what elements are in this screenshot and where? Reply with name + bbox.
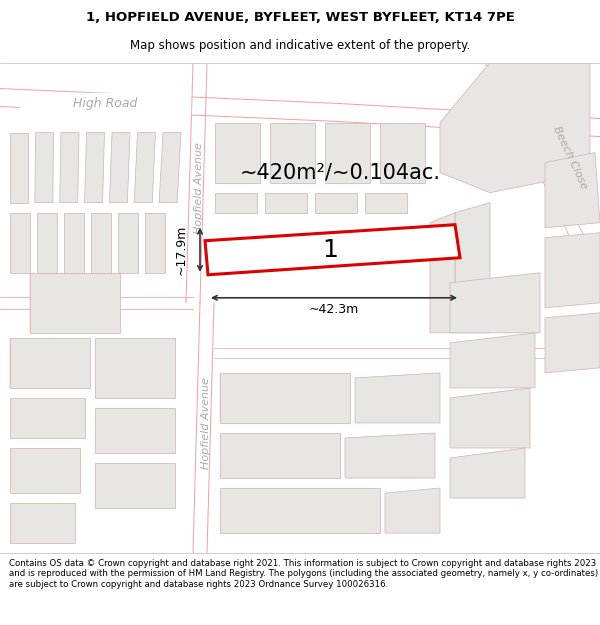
Polygon shape — [315, 192, 357, 213]
Polygon shape — [95, 463, 175, 508]
Polygon shape — [10, 448, 80, 493]
Polygon shape — [430, 213, 455, 333]
Polygon shape — [10, 338, 90, 388]
Polygon shape — [64, 213, 84, 272]
Text: 1: 1 — [322, 238, 338, 262]
Polygon shape — [355, 373, 440, 423]
Polygon shape — [380, 122, 425, 182]
Polygon shape — [385, 488, 440, 533]
Polygon shape — [450, 388, 530, 448]
Polygon shape — [37, 213, 57, 272]
Polygon shape — [365, 192, 407, 213]
Polygon shape — [545, 152, 600, 228]
Polygon shape — [220, 488, 380, 533]
Polygon shape — [10, 398, 85, 438]
Polygon shape — [220, 433, 340, 478]
Polygon shape — [220, 373, 350, 423]
Polygon shape — [95, 338, 175, 398]
Text: Map shows position and indicative extent of the property.: Map shows position and indicative extent… — [130, 39, 470, 51]
Polygon shape — [345, 433, 435, 478]
Polygon shape — [134, 132, 155, 202]
Polygon shape — [450, 272, 540, 333]
Polygon shape — [450, 448, 525, 498]
Polygon shape — [545, 232, 600, 308]
Polygon shape — [10, 132, 28, 202]
Text: ~420m²/~0.104ac.: ~420m²/~0.104ac. — [239, 162, 440, 182]
Polygon shape — [60, 132, 79, 202]
Polygon shape — [265, 192, 307, 213]
Polygon shape — [145, 213, 165, 272]
Polygon shape — [270, 122, 315, 182]
Polygon shape — [215, 192, 257, 213]
Polygon shape — [450, 333, 535, 388]
Polygon shape — [109, 132, 130, 202]
Polygon shape — [215, 122, 260, 182]
Polygon shape — [35, 132, 53, 202]
Text: Hopfield Avenue: Hopfield Avenue — [194, 142, 204, 234]
Polygon shape — [159, 132, 181, 202]
Text: High Road: High Road — [73, 97, 137, 110]
Text: ~42.3m: ~42.3m — [309, 303, 359, 316]
Polygon shape — [205, 225, 460, 275]
Polygon shape — [10, 213, 30, 272]
Polygon shape — [95, 408, 175, 453]
Polygon shape — [91, 213, 111, 272]
Text: Hopfield Avenue: Hopfield Avenue — [201, 377, 211, 469]
Text: 1, HOPFIELD AVENUE, BYFLEET, WEST BYFLEET, KT14 7PE: 1, HOPFIELD AVENUE, BYFLEET, WEST BYFLEE… — [86, 11, 514, 24]
Polygon shape — [440, 62, 590, 192]
Text: ~17.9m: ~17.9m — [175, 224, 188, 275]
Polygon shape — [10, 503, 75, 543]
Polygon shape — [20, 92, 190, 114]
Text: Contains OS data © Crown copyright and database right 2021. This information is : Contains OS data © Crown copyright and d… — [9, 559, 598, 589]
Polygon shape — [545, 313, 600, 373]
Polygon shape — [85, 132, 104, 202]
Polygon shape — [325, 122, 370, 182]
Text: Beech Close: Beech Close — [551, 124, 589, 191]
Polygon shape — [455, 202, 490, 333]
Polygon shape — [118, 213, 138, 272]
Polygon shape — [30, 272, 120, 333]
